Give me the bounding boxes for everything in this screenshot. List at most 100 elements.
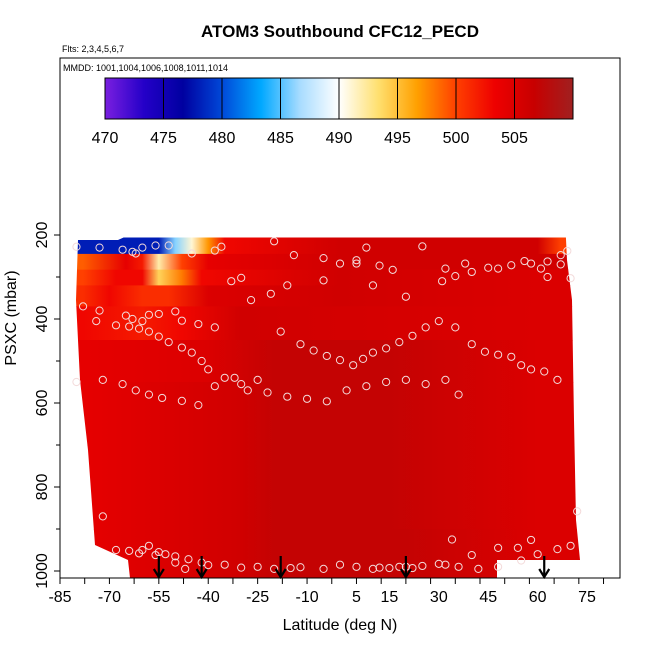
observation-point <box>368 281 378 290</box>
observation-point <box>210 323 219 332</box>
colorbar-tick-label: 480 <box>209 130 236 147</box>
observation-point <box>283 392 292 401</box>
observation-point <box>134 549 144 558</box>
observation-point <box>441 264 450 273</box>
observation-point <box>517 556 526 565</box>
observation-point <box>526 259 536 268</box>
x-tick-label: -25 <box>246 589 269 606</box>
x-tick-label: 60 <box>529 589 547 606</box>
observation-point <box>177 316 186 325</box>
observation-point <box>92 317 101 326</box>
field-row <box>76 237 580 255</box>
observation-point <box>526 365 536 374</box>
x-tick-label: -40 <box>197 589 220 606</box>
observation-point <box>220 560 229 569</box>
x-tick-label: 75 <box>578 589 596 606</box>
observation-point <box>474 564 483 574</box>
observation-point <box>418 242 427 251</box>
observation-point <box>467 267 476 277</box>
observation-point <box>128 314 137 324</box>
observation-point <box>171 307 180 316</box>
observation-point <box>283 281 292 290</box>
observation-point <box>72 242 81 251</box>
observation-point <box>382 344 391 353</box>
x-axis-label: Latitude (deg N) <box>283 617 398 634</box>
observation-point <box>181 564 190 574</box>
colorbar-tick-label: 500 <box>443 130 470 147</box>
observation-point <box>319 564 328 574</box>
observation-point <box>161 550 170 559</box>
observation-point <box>144 327 154 336</box>
observation-point <box>556 260 565 269</box>
flight-arrow <box>274 556 287 580</box>
chart-title: ATOM3 Southbound CFC12_PECD <box>201 22 479 41</box>
observation-point <box>286 563 295 573</box>
observation-point <box>434 559 443 568</box>
observation-point <box>335 356 345 365</box>
colorbar-tick-label: 490 <box>326 130 353 147</box>
observation-point <box>154 332 163 341</box>
observation-point <box>335 259 345 268</box>
observation-point <box>438 277 447 286</box>
colorbar-ticks: 470 475 480 485 490 495 500 505 <box>92 78 528 147</box>
observation-point <box>266 289 275 298</box>
observation-point <box>319 276 328 285</box>
observation-point <box>98 375 107 384</box>
observation-point <box>480 347 490 356</box>
observation-point <box>151 550 160 560</box>
x-axis: -85 -70 -55 -40 -25 -10 5 15 30 45 60 75 <box>48 578 605 606</box>
field-row <box>76 253 580 271</box>
observation-point <box>454 562 463 571</box>
observation-point <box>296 340 305 349</box>
observation-point <box>118 245 127 254</box>
observation-point <box>111 321 121 330</box>
observation-point <box>385 563 394 573</box>
observation-point <box>352 259 361 268</box>
observation-point <box>197 356 206 366</box>
observation-point <box>441 375 450 384</box>
observation-point <box>507 261 516 270</box>
field-row <box>76 382 580 446</box>
observation-point <box>556 251 565 260</box>
observation-point <box>517 361 526 370</box>
observation-point <box>566 541 575 550</box>
colorbar-tick-label: 495 <box>384 130 411 147</box>
flight-arrows <box>152 556 551 580</box>
observation-point <box>154 309 163 319</box>
y-tick-label: 400 <box>34 306 51 333</box>
observation-point <box>566 274 575 283</box>
heatmap-field <box>76 237 580 578</box>
observation-point <box>98 512 107 521</box>
flight-arrow <box>538 556 551 580</box>
observation-point <box>121 311 130 320</box>
flight-arrow <box>195 556 208 580</box>
observation-point <box>125 546 134 555</box>
observation-point <box>352 256 361 265</box>
field-row <box>76 445 580 530</box>
observation-point <box>553 545 562 554</box>
observation-point <box>253 562 262 571</box>
observation-point <box>217 242 226 251</box>
x-tick-label: 15 <box>381 589 399 606</box>
plot-frame <box>59 57 621 579</box>
observation-point <box>263 388 272 397</box>
observation-point <box>111 545 121 555</box>
observation-point <box>573 507 582 516</box>
observation-point <box>421 380 430 389</box>
x-tick-label: -10 <box>295 589 318 606</box>
observation-point <box>408 331 417 340</box>
observation-point <box>125 322 134 331</box>
observation-point <box>484 263 493 272</box>
colorbar-tick-label: 485 <box>267 130 294 147</box>
observation-point <box>131 386 140 395</box>
observation-point <box>171 558 180 567</box>
observation-point <box>237 273 246 282</box>
observation-point <box>349 361 358 370</box>
flight-arrow-head <box>152 568 165 580</box>
observation-point <box>95 243 104 252</box>
observation-point <box>302 394 312 403</box>
observation-point <box>289 251 298 260</box>
x-tick-label: -55 <box>147 589 170 606</box>
y-axis-label: PSXC (mbar) <box>3 270 20 365</box>
observation-point <box>151 241 160 250</box>
